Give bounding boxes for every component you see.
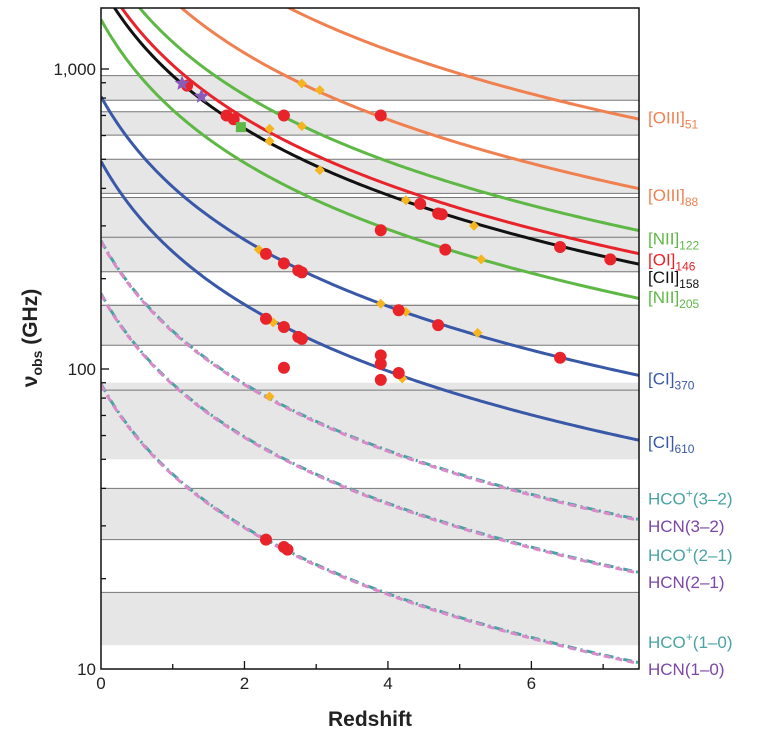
y-axis-subscript: obs	[29, 350, 45, 375]
circle-point-20	[277, 321, 290, 334]
line-label-2: [NII]122	[648, 230, 700, 253]
series-line-7	[101, 160, 639, 442]
star-point-0	[174, 75, 190, 90]
atmospheric-band-0	[101, 592, 639, 646]
line-label-5: [NII]205	[648, 288, 700, 311]
line-label-8: HCO+(3–2)	[648, 487, 732, 509]
series-line-11	[101, 293, 639, 575]
circle-point-22	[295, 332, 308, 345]
circle-point-27	[392, 366, 405, 379]
data-points	[174, 75, 617, 556]
circle-point-26	[374, 373, 387, 386]
y-tick-label-0: 10	[77, 660, 96, 679]
line-label-3: [OI]146	[648, 250, 696, 273]
y-axis-symbol: ν	[19, 376, 42, 388]
x-tick-label-0: 0	[96, 674, 105, 693]
x-tick-label-3: 6	[527, 674, 536, 693]
tick-labels: 0 2 4 6 10 100 1,000	[53, 60, 536, 693]
circle-point-11	[439, 243, 452, 256]
circle-point-10	[374, 224, 387, 237]
y-axis-title: νobs (GHz)	[19, 289, 45, 387]
star-point-1	[193, 88, 210, 103]
y-tick-label-2: 1,000	[53, 60, 96, 79]
series-line-6	[101, 95, 639, 377]
line-label-1: [OIII]88	[648, 186, 699, 209]
plot-frame	[100, 7, 640, 670]
series-line-9	[101, 240, 639, 522]
series-line-5	[101, 18, 639, 300]
line-label-13: HCN(1–0)	[648, 660, 725, 679]
diamond-point-1	[314, 85, 325, 96]
atmospheric-band-7	[101, 111, 639, 136]
line-label-9: HCN(3–2)	[648, 517, 725, 536]
diamond-point-10	[375, 298, 386, 309]
circle-point-4	[374, 109, 387, 122]
line-label-7: [CI]610	[648, 433, 695, 456]
circle-point-17	[432, 319, 445, 332]
series-line-1	[179, 8, 639, 191]
circle-point-12	[259, 247, 272, 260]
circle-point-23	[277, 361, 290, 374]
circle-point-16	[392, 304, 405, 317]
circle-point-13	[277, 257, 290, 270]
x-axis-title: Redshift	[328, 708, 412, 731]
series-line-13	[101, 384, 639, 666]
circle-point-28	[259, 533, 272, 546]
y-axis-unit: (GHz)	[19, 289, 42, 351]
diamond-point-4	[264, 136, 275, 147]
series-line-0	[285, 8, 639, 121]
line-label-6: [CI]370	[648, 369, 695, 392]
circle-point-30	[281, 543, 294, 556]
circle-point-8	[554, 241, 567, 254]
circle-point-19	[259, 312, 272, 325]
y-tick-label-1: 100	[68, 360, 96, 379]
diamond-point-15	[264, 391, 275, 402]
line-labels: [OIII]51[OIII]88[NII]122[OI]146[CII]158[…	[648, 108, 732, 679]
diamond-point-3	[296, 121, 307, 132]
circle-point-9	[604, 253, 617, 266]
diamond-point-0	[296, 78, 307, 89]
square-point-0	[235, 122, 246, 133]
diamond-point-5	[314, 165, 325, 176]
diamond-point-2	[264, 123, 275, 134]
series-line-3	[119, 8, 639, 256]
atmospheric-band-5	[101, 197, 639, 238]
diamond-point-6	[400, 195, 411, 206]
series-line-2	[137, 8, 639, 233]
atmospheric-band-2	[101, 382, 639, 460]
circle-point-7	[435, 208, 448, 221]
circle-point-5	[414, 197, 427, 210]
circle-point-25	[374, 357, 387, 370]
circle-point-24	[374, 349, 387, 362]
x-tick-label-1: 2	[240, 674, 249, 693]
line-label-10: HCO+(2–1)	[648, 543, 732, 565]
atmospheric-band-3	[101, 303, 639, 346]
line-label-11: HCN(2–1)	[648, 573, 725, 592]
line-label-12: HCO+(1–0)	[648, 630, 732, 652]
axis-ticks	[101, 68, 604, 669]
circle-point-3	[277, 109, 290, 122]
x-tick-label-2: 4	[383, 674, 392, 693]
circle-point-18	[554, 351, 567, 364]
diamond-point-7	[469, 220, 480, 231]
line-label-0: [OIII]51	[648, 108, 699, 131]
diamond-point-12	[472, 327, 483, 338]
circle-point-15	[295, 266, 308, 279]
line-curves	[101, 8, 639, 666]
diamond-point-8	[476, 254, 487, 265]
series-line-4	[112, 8, 639, 266]
line-label-4: [CII]158	[648, 268, 700, 291]
